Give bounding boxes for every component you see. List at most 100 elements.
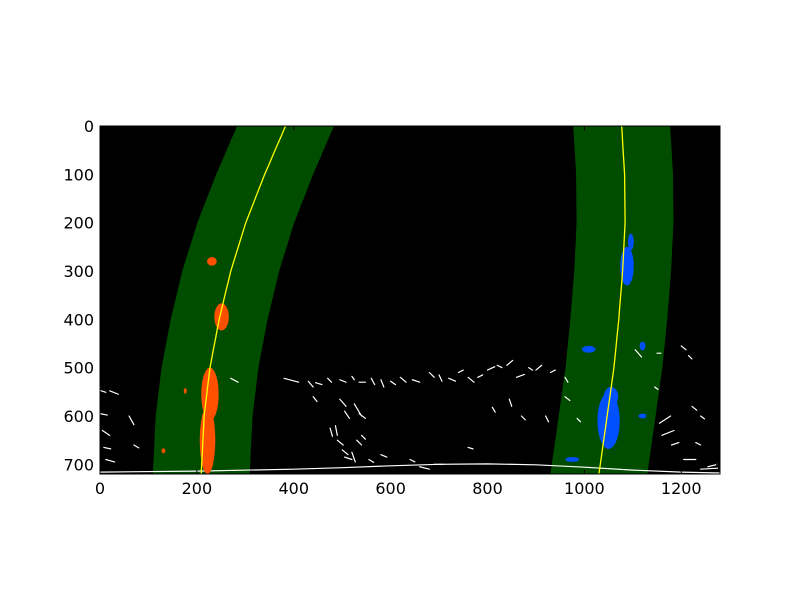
- noise-pixel-segment: [535, 364, 543, 371]
- right-lane-fit-line: [598, 126, 626, 474]
- noise-pixel-segment: [358, 412, 367, 420]
- noise-pixel-segment: [654, 386, 659, 391]
- noise-pixel-segment: [486, 366, 496, 371]
- noise-pixel-segment: [356, 439, 363, 446]
- noise-pixel-segment: [307, 380, 314, 388]
- noise-pixel-segment: [700, 467, 719, 470]
- noise-pixel-segment: [549, 369, 556, 374]
- y-tick-label: 100: [63, 165, 94, 184]
- noise-pixel-segment: [100, 389, 107, 393]
- x-tick-label: 200: [182, 479, 213, 498]
- x-tick-label: 400: [278, 479, 309, 498]
- noise-pixel-segment: [634, 349, 643, 358]
- noise-pixel-segment: [327, 377, 333, 383]
- noise-pixel-segment: [477, 374, 484, 378]
- axes-border: [99, 125, 721, 475]
- noise-pixel-segment: [467, 376, 475, 383]
- noise-pixel-segment: [314, 382, 323, 386]
- noise-pixel-segment: [105, 458, 116, 463]
- noise-pixel-segment: [680, 345, 687, 351]
- noise-pixel-segment: [687, 354, 693, 360]
- noise-pixel-segment: [103, 446, 112, 450]
- noise-pixel-segment: [700, 415, 706, 420]
- noise-pixel-segment: [370, 377, 376, 386]
- y-axis-ticks: 0 100 200 300 400 500 600 700: [63, 117, 720, 474]
- noise-pixel-segment: [528, 367, 534, 371]
- left-lane-pixel-cluster: [161, 448, 166, 454]
- noise-pixel-segment: [100, 412, 108, 416]
- x-tick-label: 1000: [564, 479, 605, 498]
- noise-pixel-segment: [101, 429, 111, 436]
- noise-pixel-segment: [691, 405, 698, 411]
- noise-pixel-segment: [329, 427, 334, 437]
- noise-pixel-segment: [390, 380, 397, 386]
- right-lane-pixel-cluster: [603, 387, 619, 407]
- noise-pixel-segment: [312, 396, 318, 403]
- noise-pixel-segment: [707, 463, 719, 468]
- noise-pixel-segment: [283, 377, 300, 383]
- road-edge-line: [100, 463, 720, 474]
- y-tick-label: 200: [63, 214, 94, 233]
- noise-pixel-segment: [411, 379, 421, 383]
- right-lane-pixel-cluster: [581, 345, 596, 353]
- noise-pixel-segment: [564, 376, 569, 383]
- noise-pixel-segment: [508, 398, 513, 407]
- left-lane-fit-line: [200, 126, 287, 474]
- noise-pixel-segment: [670, 441, 680, 446]
- noise-pixel-segment: [520, 415, 526, 421]
- noise-pixel-segment: [576, 417, 582, 423]
- x-tick-label: 600: [375, 479, 406, 498]
- noise-pixel-segment: [564, 396, 571, 402]
- noise-pixel-segment: [661, 429, 675, 436]
- right-lane-pixel-cluster: [597, 392, 620, 449]
- noise-pixel-segment: [339, 398, 347, 407]
- right-lane-pixel-cluster: [639, 341, 646, 351]
- noise-pixel-segment: [230, 377, 239, 383]
- noise-pixel-segment: [467, 446, 474, 450]
- noise-pixel-segment: [506, 359, 514, 366]
- y-tick-label: 500: [63, 359, 94, 378]
- noise-pixel-segment: [128, 415, 135, 426]
- noise-pixel-segment: [658, 415, 672, 424]
- x-tick-label: 0: [95, 479, 105, 498]
- noise-pixel-segment: [351, 451, 356, 463]
- noise-pixel-segment: [380, 454, 388, 458]
- y-tick-label: 0: [84, 117, 94, 136]
- noise-pixel-segment: [457, 369, 464, 374]
- noise-pixel-segment: [351, 375, 355, 381]
- right-lane-pixel-cluster: [627, 233, 634, 251]
- noise-pixel-segment: [545, 415, 550, 423]
- noise-pixel-segment: [133, 444, 140, 449]
- noise-pixel-segment: [399, 376, 407, 383]
- plot-area: [100, 126, 720, 474]
- noise-pixel-segment: [695, 441, 702, 446]
- noise-pixel-segment: [334, 425, 338, 436]
- noise-pixel-segment: [438, 374, 443, 382]
- noise-pixel-segment: [341, 449, 349, 456]
- axes-frame: [99, 125, 721, 475]
- x-axis-ticks: 0 200 400 600 800 1000 1200: [95, 126, 702, 498]
- noise-pixel-segment: [409, 458, 416, 463]
- noise-pixel-segment: [360, 434, 367, 440]
- y-tick-label: 600: [63, 407, 94, 426]
- left-lane-pixel-cluster: [207, 256, 217, 266]
- noise-pixel-segment: [109, 390, 120, 395]
- right-lane-search-band: [550, 126, 674, 474]
- left-lane-pixel-cluster: [183, 387, 187, 394]
- noise-pixel-segment: [344, 456, 353, 461]
- noise-pixel-segment: [428, 371, 435, 378]
- noise-pixel-segment: [344, 410, 351, 420]
- left-lane-search-band: [152, 126, 334, 474]
- noise-pixel-segment: [491, 406, 496, 413]
- noise-pixel-segment: [380, 379, 385, 388]
- x-tick-label: 1200: [661, 479, 702, 498]
- noise-pixel-segment: [419, 466, 430, 470]
- noise-pixel-segment: [336, 439, 344, 446]
- y-tick-label: 300: [63, 262, 94, 281]
- right-lane-pixel-cluster: [565, 457, 580, 462]
- x-tick-label: 800: [472, 479, 503, 498]
- image-content: [100, 126, 720, 474]
- y-tick-label: 700: [63, 455, 94, 474]
- noise-pixel-segment: [448, 377, 457, 382]
